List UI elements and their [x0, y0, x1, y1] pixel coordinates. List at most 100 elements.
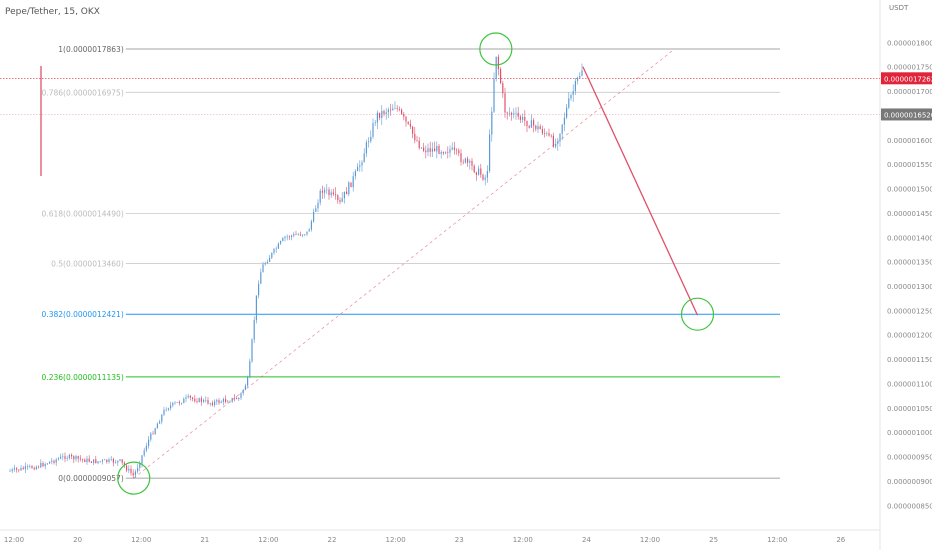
candle-body	[20, 467, 22, 471]
candle-body	[280, 241, 282, 244]
candle-body	[332, 192, 334, 195]
candle-body	[24, 466, 26, 470]
candle-body	[546, 133, 548, 134]
candle-body	[108, 459, 110, 463]
time-tick-label: 12:00	[386, 536, 406, 544]
candle-body	[64, 456, 66, 459]
time-tick-label: 12:00	[767, 536, 787, 544]
candle-body	[550, 135, 552, 137]
candle-body	[359, 165, 361, 167]
candle-body	[255, 295, 257, 321]
candle-body	[297, 234, 299, 236]
candle-body	[427, 148, 429, 153]
candle-body	[112, 458, 114, 463]
candle-body	[451, 147, 453, 150]
candle-body	[29, 466, 31, 467]
candle-body	[339, 200, 341, 202]
candle-body	[75, 456, 77, 460]
candle-body	[321, 190, 323, 193]
candle-body	[185, 397, 187, 399]
candle-body	[242, 389, 244, 394]
candle-body	[390, 109, 392, 111]
candle-body	[71, 454, 73, 457]
candle-body	[269, 257, 271, 262]
candle-body	[495, 56, 497, 80]
time-tick-label: 23	[455, 536, 464, 544]
candle-body	[55, 459, 57, 463]
candle-body	[227, 401, 229, 403]
candle-body	[387, 109, 389, 113]
candle-body	[150, 433, 152, 440]
candle-body	[148, 439, 150, 446]
candle-body	[493, 79, 495, 112]
candle-body	[93, 459, 95, 463]
candle-body	[473, 165, 475, 173]
candle-body	[33, 468, 35, 470]
candle-body	[293, 234, 295, 236]
candle-body	[165, 409, 167, 411]
candle-body	[271, 252, 273, 258]
candle-body	[97, 461, 99, 464]
candle-body	[258, 283, 260, 296]
candle-body	[181, 403, 183, 404]
candle-body	[262, 264, 264, 273]
candle-body	[563, 117, 565, 125]
candle-body	[475, 172, 477, 175]
highlight-circle	[117, 461, 151, 495]
candle-body	[361, 162, 363, 166]
candle-body	[365, 142, 367, 154]
candle-body	[229, 401, 231, 403]
candle-body	[352, 176, 354, 188]
candle-body	[18, 469, 20, 471]
fib-level-label: 1(0.0000017863)	[58, 45, 124, 54]
candle-body	[504, 93, 506, 113]
candle-body	[277, 243, 279, 249]
candle-body	[247, 377, 249, 386]
time-tick-label: 24	[582, 536, 591, 544]
candle-body	[403, 113, 405, 117]
candle-body	[579, 75, 581, 78]
candle-body	[313, 211, 315, 222]
candle-body	[541, 129, 543, 134]
candle-body	[251, 339, 253, 362]
candle-body	[328, 189, 330, 196]
candle-body	[416, 140, 418, 141]
candle-body	[231, 398, 233, 402]
candle-body	[119, 459, 121, 461]
candle-body	[458, 150, 460, 154]
candle-body	[530, 120, 532, 128]
candle-body	[207, 399, 209, 404]
candle-body	[484, 177, 486, 180]
candle-body	[286, 236, 288, 238]
candle-body	[145, 445, 147, 451]
candle-body	[73, 456, 75, 460]
candle-body	[524, 116, 526, 121]
candle-body	[401, 109, 403, 114]
candle-body	[460, 153, 462, 162]
candle-body	[350, 182, 352, 188]
candle-body	[513, 113, 515, 115]
candle-body	[132, 473, 134, 476]
candle-body	[418, 140, 420, 148]
candle-body	[106, 459, 108, 463]
candle-body	[44, 464, 46, 467]
candle-body	[57, 458, 59, 460]
candle-body	[42, 463, 44, 467]
candle-body	[141, 455, 143, 464]
candle-body	[282, 238, 284, 242]
candle-body	[86, 458, 88, 463]
time-tick-label: 26	[836, 536, 845, 544]
candle-body	[317, 202, 319, 209]
candle-body	[200, 398, 202, 402]
candle-body	[420, 147, 422, 149]
time-tick-label: 25	[709, 536, 718, 544]
